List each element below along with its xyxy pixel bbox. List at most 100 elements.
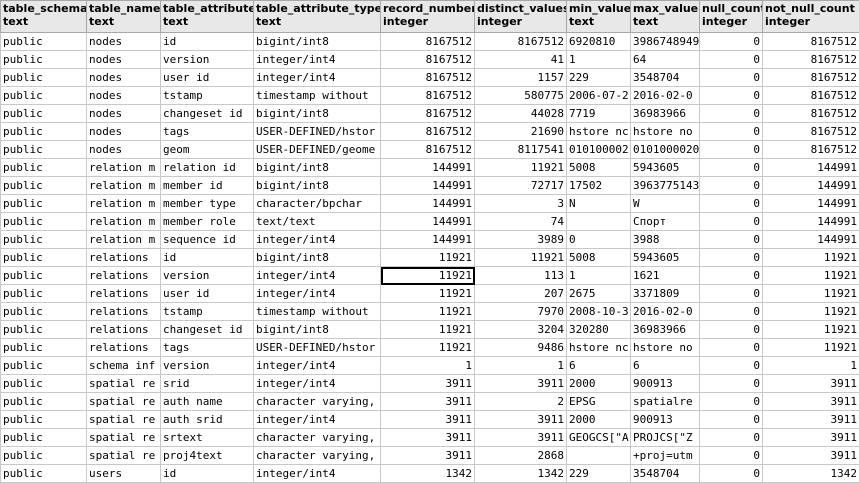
grid-cell-record-number[interactable]: 8167512 xyxy=(381,123,475,141)
grid-cell-table-attribute[interactable]: tstamp xyxy=(161,303,254,321)
grid-cell-table-name[interactable]: relations xyxy=(87,303,161,321)
grid-cell-not-null-count[interactable]: 144991 xyxy=(763,213,859,231)
grid-cell-max-value[interactable]: 3548704 xyxy=(631,465,700,483)
grid-cell-distinct-values[interactable]: 8117541 xyxy=(475,141,567,159)
grid-cell-table-attribute[interactable]: user id xyxy=(161,69,254,87)
grid-cell-not-null-count[interactable]: 11921 xyxy=(763,285,859,303)
grid-cell-table-schema[interactable]: public xyxy=(1,303,87,321)
grid-cell-record-number[interactable]: 3911 xyxy=(381,429,475,447)
grid-cell-table-attribute[interactable]: changeset id xyxy=(161,105,254,123)
grid-cell-distinct-values[interactable]: 3 xyxy=(475,195,567,213)
grid-cell-table-attribute[interactable]: id xyxy=(161,249,254,267)
grid-cell-table-attribute-type[interactable]: integer/int4 xyxy=(254,411,381,429)
grid-cell-null-count[interactable]: 0 xyxy=(700,231,763,249)
grid-cell-table-attribute-type[interactable]: timestamp without xyxy=(254,303,381,321)
grid-cell-null-count[interactable]: 0 xyxy=(700,195,763,213)
grid-cell-table-attribute[interactable]: tstamp xyxy=(161,87,254,105)
grid-cell-record-number[interactable]: 3911 xyxy=(381,375,475,393)
grid-cell-record-number[interactable]: 144991 xyxy=(381,159,475,177)
grid-cell-table-attribute[interactable]: geom xyxy=(161,141,254,159)
grid-cell-table-schema[interactable]: public xyxy=(1,159,87,177)
grid-cell-null-count[interactable]: 0 xyxy=(700,465,763,483)
grid-cell-table-attribute[interactable]: user id xyxy=(161,285,254,303)
grid-cell-record-number[interactable]: 1342 xyxy=(381,465,475,483)
grid-cell-distinct-values[interactable]: 1342 xyxy=(475,465,567,483)
grid-cell-table-attribute-type[interactable]: integer/int4 xyxy=(254,285,381,303)
grid-cell-table-schema[interactable]: public xyxy=(1,195,87,213)
grid-cell-table-attribute[interactable]: member id xyxy=(161,177,254,195)
grid-cell-not-null-count[interactable]: 3911 xyxy=(763,393,859,411)
grid-cell-record-number[interactable]: 8167512 xyxy=(381,105,475,123)
grid-cell-table-schema[interactable]: public xyxy=(1,69,87,87)
grid-cell-table-attribute[interactable]: tags xyxy=(161,339,254,357)
grid-cell-min-value[interactable]: 2000 xyxy=(567,375,631,393)
grid-cell-table-schema[interactable]: public xyxy=(1,213,87,231)
grid-cell-table-name[interactable]: spatial re xyxy=(87,375,161,393)
grid-cell-table-attribute[interactable]: srtext xyxy=(161,429,254,447)
grid-cell-record-number[interactable]: 11921 xyxy=(381,321,475,339)
grid-cell-record-number[interactable]: 11921 xyxy=(381,249,475,267)
grid-cell-table-name[interactable]: nodes xyxy=(87,33,161,51)
grid-cell-max-value[interactable]: 3986748949 xyxy=(631,33,700,51)
grid-cell-null-count[interactable]: 0 xyxy=(700,213,763,231)
grid-cell-distinct-values[interactable]: 580775 xyxy=(475,87,567,105)
grid-cell-not-null-count[interactable]: 1342 xyxy=(763,465,859,483)
grid-cell-table-name[interactable]: nodes xyxy=(87,105,161,123)
grid-cell-table-attribute-type[interactable]: bigint/int8 xyxy=(254,177,381,195)
grid-cell-table-schema[interactable]: public xyxy=(1,429,87,447)
grid-cell-table-attribute-type[interactable]: integer/int4 xyxy=(254,375,381,393)
grid-cell-table-attribute[interactable]: tags xyxy=(161,123,254,141)
grid-cell-record-number[interactable]: 8167512 xyxy=(381,33,475,51)
grid-cell-record-number[interactable]: 144991 xyxy=(381,195,475,213)
grid-cell-table-attribute-type[interactable]: text/text xyxy=(254,213,381,231)
grid-cell-min-value[interactable] xyxy=(567,213,631,231)
grid-cell-table-name[interactable]: spatial re xyxy=(87,447,161,465)
grid-cell-table-schema[interactable]: public xyxy=(1,33,87,51)
grid-cell-min-value[interactable]: 320280 xyxy=(567,321,631,339)
grid-cell-table-attribute-type[interactable]: integer/int4 xyxy=(254,51,381,69)
grid-cell-table-attribute-type[interactable]: bigint/int8 xyxy=(254,33,381,51)
grid-cell-table-schema[interactable]: public xyxy=(1,141,87,159)
grid-cell-distinct-values[interactable]: 3911 xyxy=(475,375,567,393)
grid-cell-table-attribute-type[interactable]: integer/int4 xyxy=(254,357,381,375)
grid-cell-table-name[interactable]: relation m xyxy=(87,177,161,195)
grid-cell-max-value[interactable]: PROJCS["Z xyxy=(631,429,700,447)
grid-cell-table-schema[interactable]: public xyxy=(1,51,87,69)
grid-cell-table-attribute-type[interactable]: USER-DEFINED/geome xyxy=(254,141,381,159)
grid-cell-table-attribute[interactable]: id xyxy=(161,33,254,51)
grid-cell-max-value[interactable]: W xyxy=(631,195,700,213)
grid-cell-table-attribute-type[interactable]: character varying, xyxy=(254,429,381,447)
grid-cell-record-number[interactable]: 11921 xyxy=(381,339,475,357)
grid-cell-table-attribute[interactable]: srid xyxy=(161,375,254,393)
grid-cell-table-attribute[interactable]: version xyxy=(161,51,254,69)
grid-cell-table-attribute[interactable]: relation id xyxy=(161,159,254,177)
grid-cell-not-null-count[interactable]: 1 xyxy=(763,357,859,375)
grid-cell-max-value[interactable]: 3988 xyxy=(631,231,700,249)
grid-cell-table-schema[interactable]: public xyxy=(1,249,87,267)
grid-cell-not-null-count[interactable]: 11921 xyxy=(763,267,859,285)
grid-cell-table-attribute-type[interactable]: character varying, xyxy=(254,393,381,411)
grid-cell-distinct-values[interactable]: 21690 xyxy=(475,123,567,141)
grid-cell-table-schema[interactable]: public xyxy=(1,231,87,249)
grid-cell-not-null-count[interactable]: 8167512 xyxy=(763,141,859,159)
grid-cell-record-number[interactable]: 3911 xyxy=(381,447,475,465)
grid-cell-table-schema[interactable]: public xyxy=(1,411,87,429)
grid-cell-distinct-values[interactable]: 1157 xyxy=(475,69,567,87)
grid-cell-min-value[interactable] xyxy=(567,447,631,465)
grid-cell-null-count[interactable]: 0 xyxy=(700,123,763,141)
grid-cell-min-value[interactable]: 010100002 xyxy=(567,141,631,159)
grid-cell-not-null-count[interactable]: 8167512 xyxy=(763,69,859,87)
grid-cell-record-number[interactable]: 3911 xyxy=(381,411,475,429)
